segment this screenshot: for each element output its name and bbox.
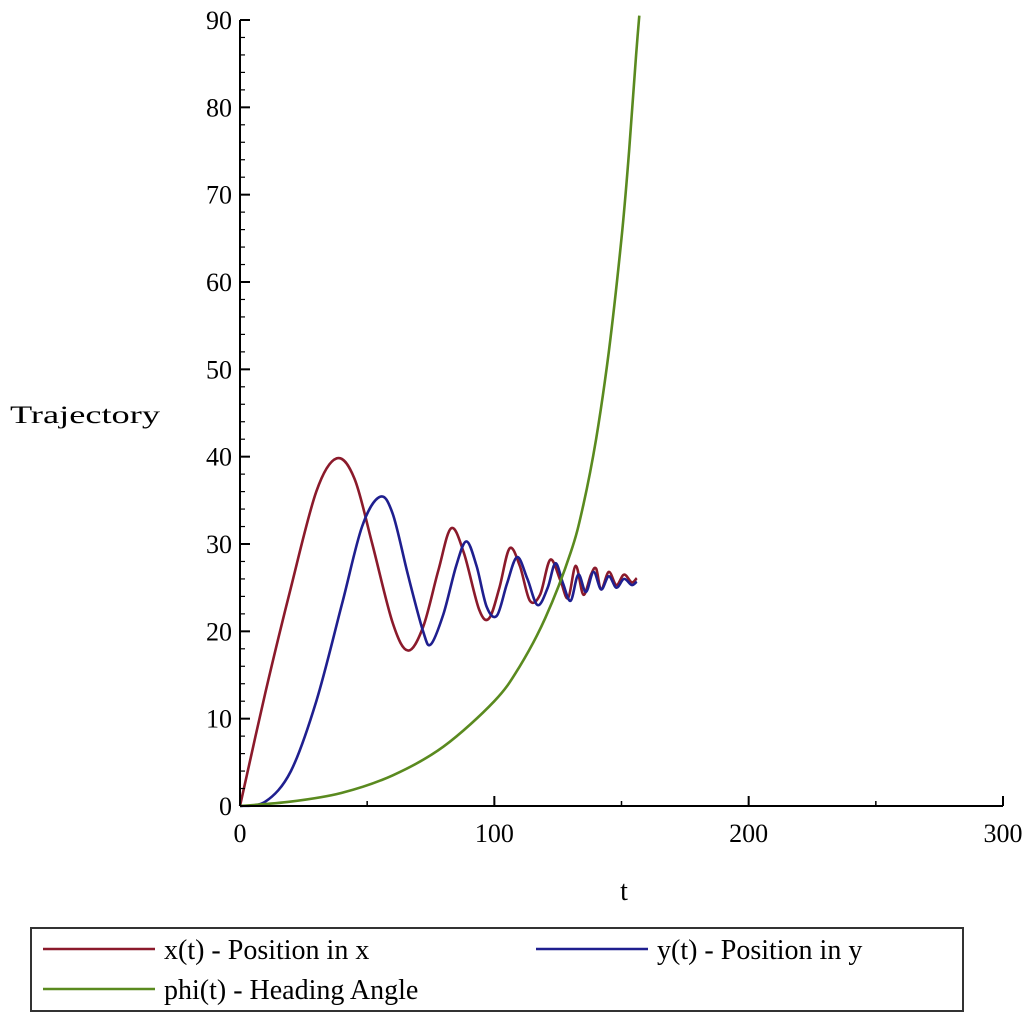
plot-lines xyxy=(238,15,641,808)
x-tick-label: 100 xyxy=(475,819,514,848)
y-tick-label: 80 xyxy=(206,93,232,122)
y-tick-label: 20 xyxy=(206,617,232,646)
y-tick-label: 70 xyxy=(206,181,232,210)
y-tick-label: 60 xyxy=(206,268,232,297)
x-axis-title: t xyxy=(620,876,628,907)
y-tick-label: 30 xyxy=(206,530,232,559)
x-tick-label: 0 xyxy=(234,819,247,848)
y-tick-label: 50 xyxy=(206,355,232,384)
y-tick-label: 40 xyxy=(206,443,232,472)
y-axis-title: Trajectory xyxy=(10,402,161,429)
series-line-y-t-position-in-y xyxy=(239,495,638,808)
legend-label: x(t) - Position in x xyxy=(164,935,369,966)
y-tick-label: 10 xyxy=(206,705,232,734)
legend-label: y(t) - Position in y xyxy=(657,935,862,966)
y-tick-label: 0 xyxy=(219,792,232,821)
legend: x(t) - Position in x y(t) - Position in y… xyxy=(30,927,964,1012)
legend-label: phi(t) - Heading Angle xyxy=(164,975,418,1006)
series-line-x-t-position-in-x xyxy=(238,456,638,807)
y-tick-label: 90 xyxy=(206,6,232,35)
x-tick-label: 200 xyxy=(729,819,768,848)
axes: 0 100 200 300 0 10 20 30 40 50 60 70 80 90 xyxy=(206,6,1023,848)
series-line-phi-t-heading-angle xyxy=(239,15,641,808)
x-tick-label: 300 xyxy=(984,819,1023,848)
legend-box xyxy=(30,927,964,1012)
